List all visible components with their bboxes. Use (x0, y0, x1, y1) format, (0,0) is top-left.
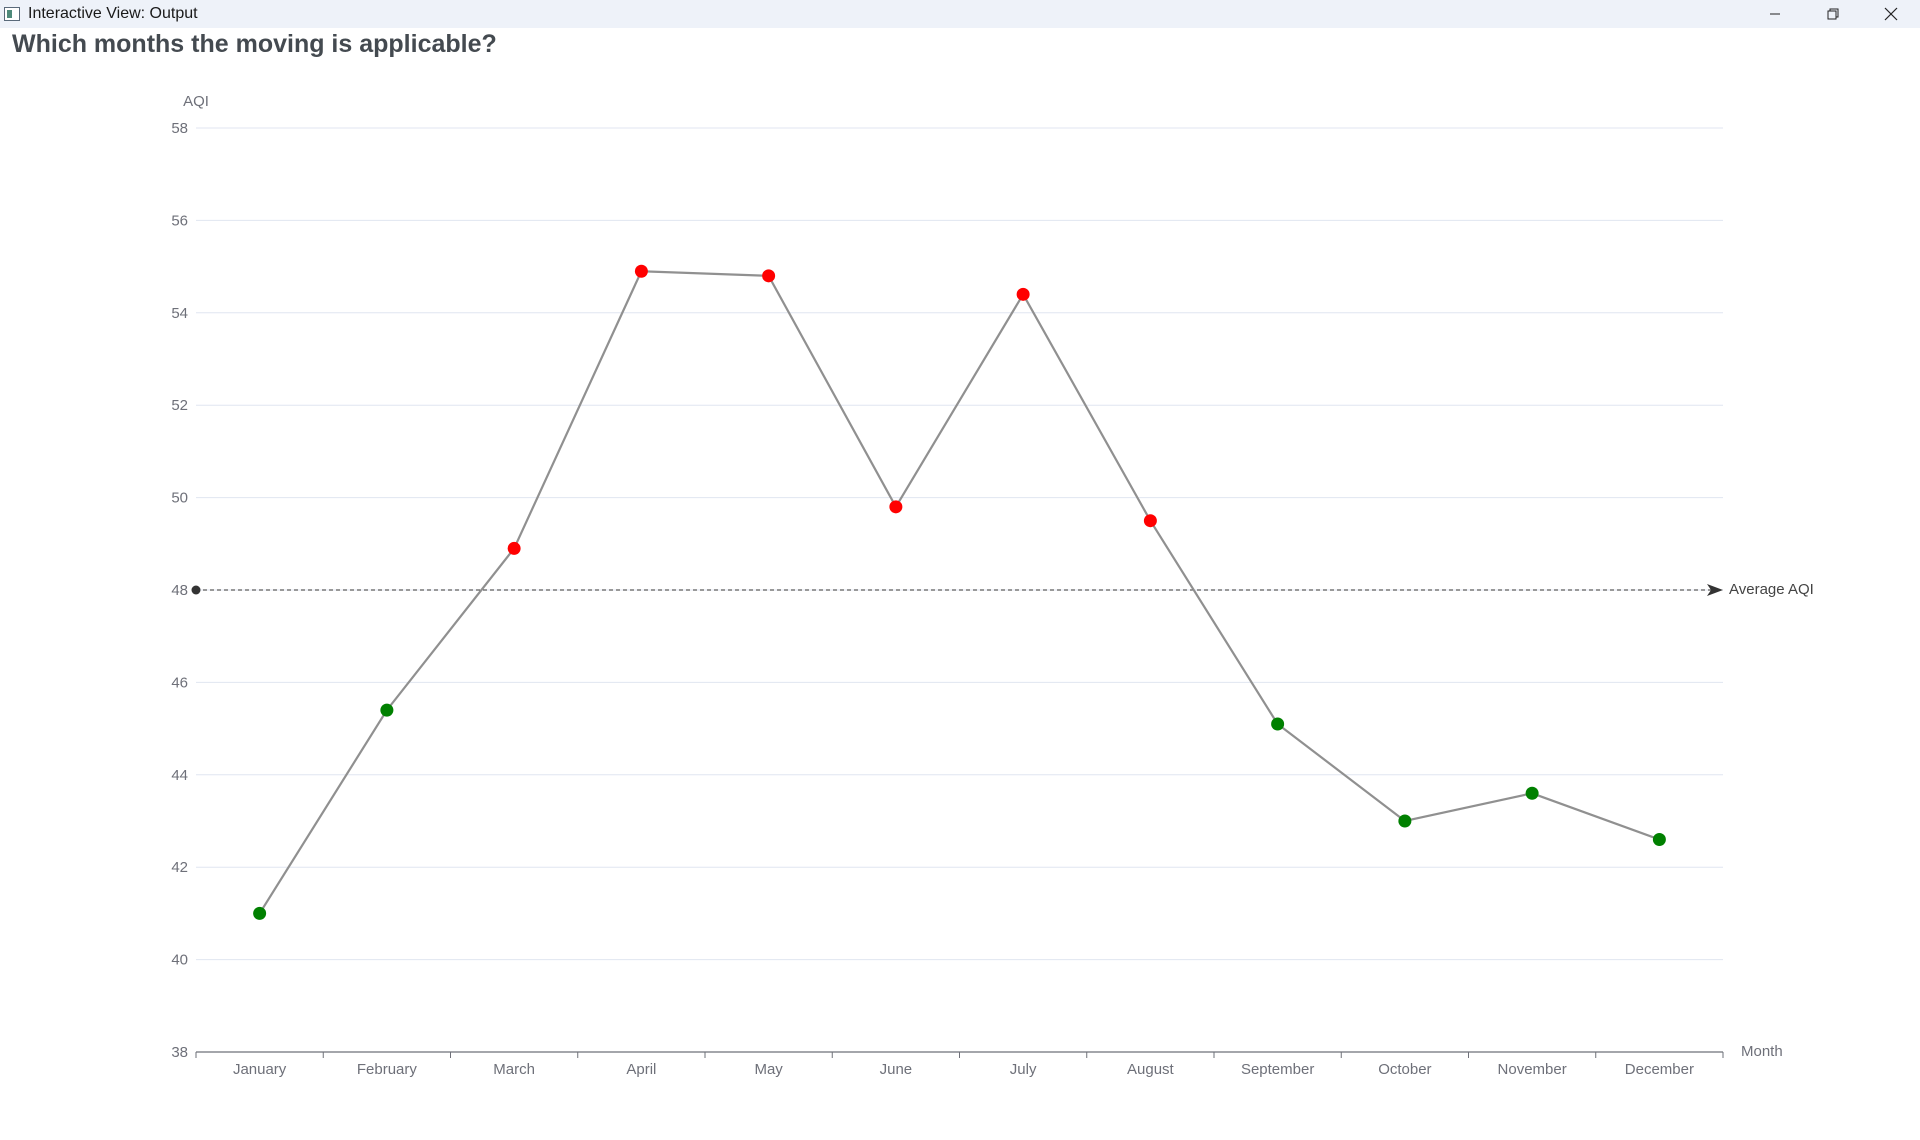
close-button[interactable] (1862, 0, 1920, 28)
close-icon (1884, 7, 1898, 21)
title-bar: Interactive View: Output (0, 0, 1920, 28)
restore-button[interactable] (1804, 0, 1862, 28)
y-tick-label: 42 (171, 859, 188, 876)
y-tick-label: 46 (171, 674, 188, 691)
x-axis-label: Month (1741, 1043, 1783, 1060)
y-tick-label: 56 (171, 212, 188, 229)
average-line-label: Average AQI (1729, 581, 1814, 598)
x-tick-label: October (1378, 1061, 1431, 1078)
x-tick-label: March (493, 1061, 535, 1078)
data-point (634, 264, 648, 278)
data-point (762, 269, 776, 283)
data-point (889, 500, 903, 514)
series-line (258, 270, 1660, 914)
y-tick-label: 40 (171, 952, 188, 969)
window-controls (1746, 0, 1920, 28)
data-point (1271, 717, 1285, 731)
window-title: Interactive View: Output (28, 5, 198, 22)
x-tick-label: August (1127, 1061, 1175, 1078)
y-tick-label: 38 (171, 1044, 188, 1061)
x-tick-label: July (1010, 1061, 1037, 1078)
data-point (1652, 832, 1666, 846)
y-tick-label: 54 (171, 305, 188, 322)
x-tick-label: September (1241, 1061, 1314, 1078)
minimize-icon (1770, 13, 1780, 15)
data-point (1398, 814, 1412, 828)
x-tick-label: May (754, 1061, 783, 1078)
data-point (1016, 287, 1030, 301)
y-tick-label: 58 (171, 120, 188, 137)
data-point (380, 703, 394, 717)
x-tick-label: January (233, 1061, 287, 1078)
x-tick-label: February (357, 1061, 418, 1078)
data-point (1143, 514, 1157, 528)
data-point (253, 906, 267, 920)
app-icon (4, 7, 20, 21)
restore-icon (1827, 8, 1839, 20)
minimize-button[interactable] (1746, 0, 1804, 28)
x-tick-label: June (880, 1061, 913, 1078)
average-line-arrow (1707, 584, 1723, 596)
y-tick-label: 52 (171, 397, 188, 414)
y-tick-label: 50 (171, 490, 188, 507)
question-heading: Which months the moving is applicable? (12, 30, 497, 58)
x-tick-label: November (1498, 1061, 1567, 1078)
data-point (1525, 786, 1539, 800)
x-tick-label: April (626, 1061, 656, 1078)
y-tick-label: 48 (171, 582, 188, 599)
x-tick-label: December (1625, 1061, 1694, 1078)
average-line-start-dot (191, 585, 201, 595)
data-point (507, 541, 521, 555)
y-tick-label: 44 (171, 767, 188, 784)
y-axis-label: AQI (183, 93, 209, 110)
